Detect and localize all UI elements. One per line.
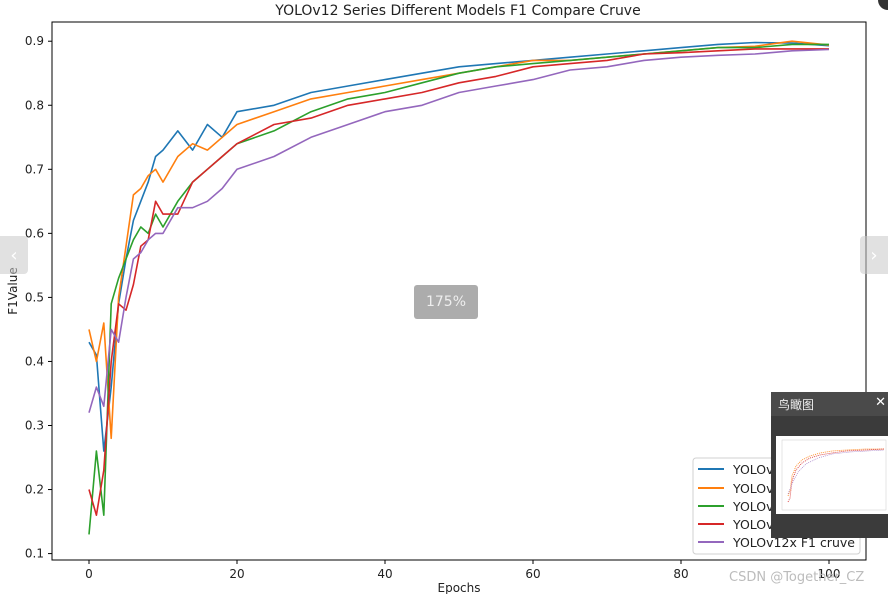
next-image-button[interactable]: ›: [860, 236, 888, 274]
chevron-left-icon: ‹: [10, 244, 18, 266]
previous-image-button[interactable]: ‹: [0, 236, 28, 274]
y-tick-label: 0.9: [25, 34, 44, 48]
overview-header: 鸟瞰图 ✕: [771, 392, 888, 416]
y-tick-label: 0.8: [25, 98, 44, 112]
overview-panel[interactable]: 鸟瞰图 ✕: [771, 392, 888, 538]
thumbnail-chart: [781, 439, 887, 511]
x-axis: 0 20 40 60 80 100: [85, 560, 840, 581]
y-tick-label: 0.5: [25, 290, 44, 304]
x-axis-label: Epochs: [438, 581, 481, 594]
x-tick-label: 40: [377, 567, 392, 581]
legend-label-1: YOLOv: [732, 481, 774, 496]
y-tick-label: 0.3: [25, 419, 44, 433]
series-line-3: [88, 48, 829, 517]
watermark: CSDN @Together_CZ: [729, 570, 865, 585]
close-icon[interactable]: ✕: [875, 395, 886, 410]
y-tick-label: 0.4: [25, 354, 44, 368]
chart-title: YOLOv12 Series Different Models F1 Compa…: [274, 3, 640, 19]
overview-title: 鸟瞰图: [778, 397, 815, 412]
x-tick-label: 20: [229, 567, 244, 581]
y-axis: 0.1 0.2 0.3 0.4 0.5 0.6 0.7 0.8 0.9: [25, 34, 52, 561]
y-tick-label: 0.1: [25, 547, 44, 561]
legend-label-4: YOLOv12x F1 cruve: [732, 535, 855, 550]
legend-label-2: YOLOv: [732, 499, 774, 514]
series-lines: [88, 40, 830, 535]
y-tick-label: 0.6: [25, 226, 44, 240]
x-tick-label: 100: [818, 567, 841, 581]
y-tick-label: 0.2: [25, 483, 44, 497]
x-tick-label: 0: [85, 567, 93, 581]
zoom-level-text: 175%: [425, 294, 467, 310]
x-tick-label: 60: [525, 567, 540, 581]
series-line-0: [88, 41, 830, 452]
chevron-right-icon: ›: [870, 244, 878, 266]
y-tick-label: 0.7: [25, 162, 44, 176]
series-line-4: [88, 48, 830, 413]
y-axis-label: F1Value: [6, 267, 20, 315]
legend-label-0: YOLOv: [732, 462, 774, 477]
x-tick-label: 80: [673, 567, 688, 581]
corner-control[interactable]: [878, 0, 888, 10]
overview-thumbnail[interactable]: [776, 436, 888, 514]
zoom-level-badge: 175%: [414, 285, 478, 319]
